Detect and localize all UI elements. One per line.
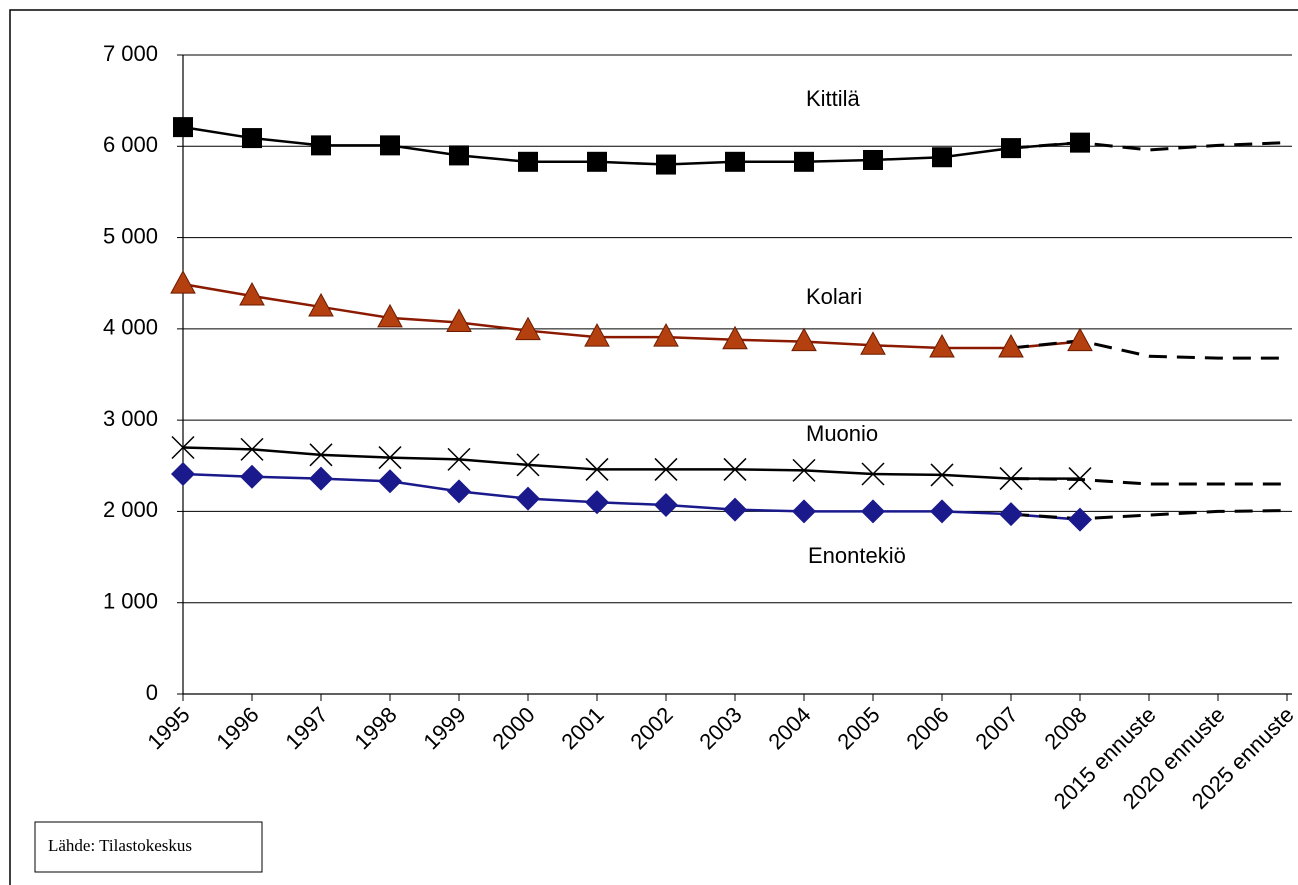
series-label: Enontekiö xyxy=(808,543,906,568)
source-box xyxy=(34,821,263,873)
marker xyxy=(518,151,538,172)
marker xyxy=(584,323,610,347)
marker xyxy=(656,154,676,175)
marker xyxy=(998,333,1024,358)
series-line xyxy=(182,125,1081,166)
marker xyxy=(449,145,469,166)
marker xyxy=(723,457,747,481)
marker xyxy=(1001,138,1021,159)
series-label: Kittilä xyxy=(806,86,861,111)
y-tick-label: 7 000 xyxy=(103,41,158,66)
series-label: Muonio xyxy=(806,421,878,446)
marker xyxy=(1068,507,1092,532)
marker xyxy=(171,435,195,460)
marker xyxy=(999,502,1023,527)
marker xyxy=(516,453,540,477)
marker xyxy=(309,466,333,491)
marker xyxy=(378,469,402,494)
y-tick-label: 2 000 xyxy=(103,497,158,522)
marker xyxy=(380,135,400,156)
marker xyxy=(654,493,678,518)
marker xyxy=(447,447,471,471)
marker xyxy=(1070,132,1090,153)
marker xyxy=(861,462,885,486)
marker xyxy=(929,333,955,358)
series-line xyxy=(182,282,1081,350)
marker xyxy=(447,479,471,504)
marker xyxy=(377,303,403,328)
marker xyxy=(863,149,883,170)
forecast-line xyxy=(1010,477,1287,486)
marker xyxy=(170,270,196,294)
marker xyxy=(792,458,816,482)
marker xyxy=(930,463,954,487)
marker xyxy=(515,316,541,341)
forecast-line xyxy=(1010,339,1287,360)
marker xyxy=(792,499,816,524)
marker xyxy=(171,462,195,487)
marker xyxy=(999,467,1023,491)
y-tick-label: 0 xyxy=(146,680,158,705)
marker xyxy=(446,308,472,332)
y-tick-label: 6 000 xyxy=(103,132,158,157)
series-label: Kolari xyxy=(806,284,862,309)
y-tick-label: 4 000 xyxy=(103,315,158,340)
marker xyxy=(1067,327,1093,352)
series-line xyxy=(182,446,1080,480)
marker xyxy=(722,325,748,350)
marker xyxy=(239,281,265,306)
marker xyxy=(654,457,678,481)
marker xyxy=(932,147,952,168)
marker xyxy=(516,486,540,511)
marker xyxy=(791,327,817,352)
y-tick-label: 1 000 xyxy=(103,589,158,614)
marker xyxy=(240,437,264,461)
marker xyxy=(653,323,679,347)
forecast-line xyxy=(1010,509,1288,521)
marker xyxy=(725,151,745,172)
marker xyxy=(240,464,264,489)
marker xyxy=(861,499,885,524)
marker xyxy=(585,490,609,515)
y-tick-label: 5 000 xyxy=(103,223,158,248)
marker xyxy=(930,499,954,524)
forecast-line xyxy=(1010,141,1288,152)
marker xyxy=(242,128,262,149)
marker xyxy=(308,292,334,317)
marker xyxy=(309,443,333,467)
marker xyxy=(585,457,609,481)
marker xyxy=(1068,467,1092,491)
source-text: Lähde: Tilastokeskus xyxy=(48,836,192,855)
y-tick-label: 3 000 xyxy=(103,406,158,431)
marker xyxy=(173,117,193,138)
marker xyxy=(378,446,402,470)
marker xyxy=(860,331,886,355)
marker xyxy=(723,497,747,522)
marker xyxy=(311,135,331,156)
marker xyxy=(794,151,814,172)
marker xyxy=(587,151,607,172)
